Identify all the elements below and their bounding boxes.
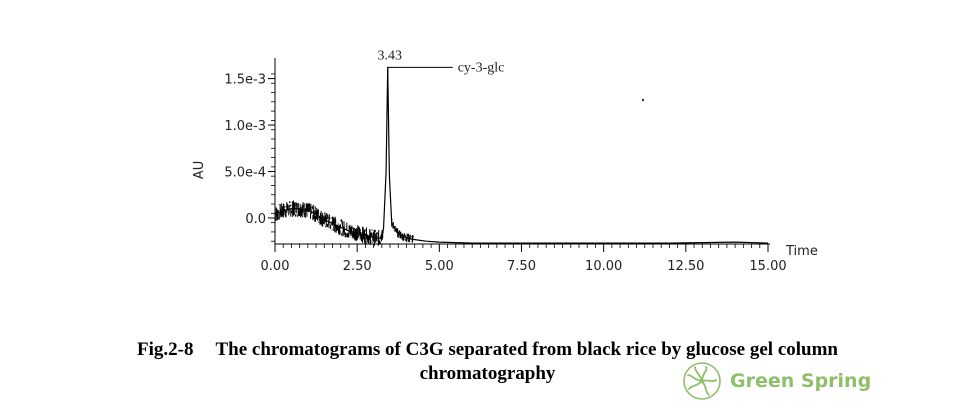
watermark: Green Spring (682, 361, 871, 401)
x-tick-label: 7.50 (507, 259, 536, 274)
y-tick-label: 1.5e-3 (224, 73, 266, 88)
y-tick-label: 1.0e-3 (224, 119, 266, 134)
y-axis-title: AU (192, 161, 207, 179)
stray-dot (641, 98, 645, 102)
x-tick-label: 2.50 (343, 259, 372, 274)
x-tick-label: 0.00 (261, 259, 290, 274)
chromatogram-trace (274, 67, 769, 244)
x-tick-label: 12.50 (667, 259, 704, 274)
series-layer (274, 67, 769, 244)
axes (274, 58, 770, 245)
peak-annotation: 3.43 cy-3-glc (377, 48, 505, 86)
x-tick-label: 5.00 (425, 259, 454, 274)
caption-figure-number: Fig.2-8 (137, 339, 194, 360)
peak-retention-time-label: 3.43 (377, 48, 402, 63)
chromatogram-chart: 0.00 2.50 5.00 7.50 10.00 12.50 15.00 0.0 5.0e-4… (192, 48, 818, 274)
watermark-text: Green Spring (730, 370, 872, 392)
flower-logo-icon (683, 362, 721, 400)
x-tick-label: 15.00 (749, 259, 786, 274)
x-tick-label: 10.00 (585, 259, 622, 274)
y-tick-label: 0.0 (245, 212, 266, 227)
x-axis-title: Time (785, 244, 818, 259)
figure-caption: Fig.2-8 The chromatograms of C3G separate… (0, 338, 975, 386)
y-tick-label: 5.0e-4 (224, 166, 266, 181)
caption-line-1: Fig.2-8 The chromatograms of C3G separate… (0, 338, 975, 362)
peak-compound-label: cy-3-glc (458, 60, 505, 75)
ticks: 0.00 2.50 5.00 7.50 10.00 12.50 15.00 0.0 5.0e-4… (224, 73, 786, 274)
peak-leader-line (387, 66, 453, 86)
caption-title: The chromatograms of C3G separated from … (215, 339, 838, 360)
caption-line-2: chromatography (419, 363, 556, 384)
